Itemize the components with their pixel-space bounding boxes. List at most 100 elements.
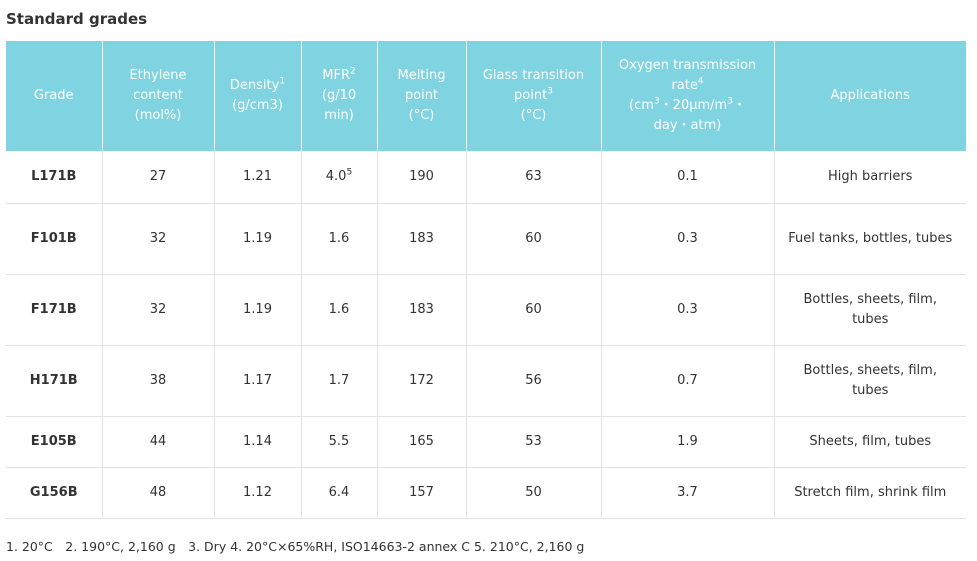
table-cell: 60	[465, 203, 601, 275]
table-row: E105B 44 1.14 5.5 165 53 1.9 Sheets, film, tube…	[6, 416, 966, 468]
table-cell: 157	[376, 467, 466, 519]
text: (°C)	[520, 108, 547, 123]
grade-cell: F101B	[6, 203, 102, 275]
table-cell: 48	[101, 467, 214, 519]
table-cell: 1.7	[300, 345, 377, 417]
header-line: (cm3・20μm/m3・	[606, 96, 770, 116]
text: (°C)	[408, 108, 435, 123]
table-cell: 1.19	[213, 274, 301, 346]
table-body: L171B 27 1.21 4.05 190 63 0.1 High barriers F101…	[6, 151, 966, 519]
header-line: (g/cm3)	[219, 96, 297, 116]
table-cell: 1.6	[300, 203, 377, 275]
grade-cell: G156B	[6, 467, 102, 519]
superscript: 3	[547, 86, 553, 97]
text: day・atm)	[653, 118, 722, 133]
table-cell: 1.6	[300, 274, 377, 346]
text: Applications	[830, 88, 910, 103]
header-line: (g/10	[306, 86, 373, 106]
header-line: rate4	[606, 76, 770, 96]
header-line: content	[107, 86, 210, 106]
header-line: Glass transition	[471, 66, 597, 86]
table-cell: Fuel tanks, bottles, tubes	[773, 203, 966, 275]
header-line: Grade	[10, 86, 98, 106]
table-cell: Sheets, film, tubes	[773, 416, 966, 468]
table-cell: Bottles, sheets, film, tubes	[773, 274, 966, 346]
table-cell: 0.3	[600, 203, 774, 275]
table-cell: 38	[101, 345, 214, 417]
section-title: Standard grades	[6, 10, 148, 28]
column-header: MFR2 (g/10 min)	[300, 41, 377, 151]
table-cell: 0.3	[600, 274, 774, 346]
table-cell: 1.17	[213, 345, 301, 417]
table-cell: 53	[465, 416, 601, 468]
text: (g/cm3)	[232, 98, 283, 113]
superscript: 3	[653, 96, 660, 107]
grade-cell: L171B	[6, 151, 102, 204]
table-row: H171B 38 1.17 1.7 172 56 0.7 Bottles, sheets, f…	[6, 345, 966, 417]
table-row: L171B 27 1.21 4.05 190 63 0.1 High barriers	[6, 151, 966, 204]
column-header: Oxygen transmission rate4 (cm3・20μm/m3・ day…	[600, 41, 774, 151]
text: MFR	[322, 68, 350, 83]
header-line: day・atm)	[606, 116, 770, 136]
column-header: Ethylene content (mol%)	[101, 41, 214, 151]
header-line: Ethylene	[107, 66, 210, 86]
text: min)	[324, 108, 354, 123]
table-cell: 1.12	[213, 467, 301, 519]
text: Melting	[397, 68, 446, 83]
grade-cell: H171B	[6, 345, 102, 417]
header-line: (°C)	[471, 106, 597, 126]
table-cell: 27	[101, 151, 214, 204]
table-cell: 1.21	[213, 151, 301, 204]
text: Oxygen transmission	[618, 58, 757, 73]
header-line: (°C)	[382, 106, 462, 126]
superscript: 2	[350, 66, 356, 77]
text: point	[514, 88, 548, 103]
table-cell: 4.05	[300, 151, 377, 204]
table-cell: 190	[376, 151, 466, 204]
text: ・20μm/m	[659, 98, 728, 113]
table-row: F171B 32 1.19 1.6 183 60 0.3 Bottles, sheets, f…	[6, 274, 966, 346]
text: Glass transition	[482, 68, 585, 83]
table-cell: 6.4	[300, 467, 377, 519]
table-cell: 32	[101, 274, 214, 346]
header-line: Density1	[219, 76, 297, 96]
text: ・	[732, 98, 746, 113]
table-row: G156B 48 1.12 6.4 157 50 3.7 Stretch film, shri…	[6, 467, 966, 519]
table-cell: 60	[465, 274, 601, 346]
table-cell: 5.5	[300, 416, 377, 468]
text: (mol%)	[134, 108, 182, 123]
text: rate	[671, 78, 698, 93]
table-cell: Stretch film, shrink film	[773, 467, 966, 519]
superscript: 4	[697, 76, 704, 87]
column-header: Glass transition point3 (°C)	[465, 41, 601, 151]
table-head: Grade Ethylene content (mol%) Density1 (g/cm3…	[6, 41, 966, 151]
column-header: Grade	[6, 41, 102, 151]
header-row: Grade Ethylene content (mol%) Density1 (g/cm3…	[6, 41, 966, 151]
column-header: Applications	[773, 41, 966, 151]
table-cell: 63	[465, 151, 601, 204]
header-line: min)	[306, 106, 373, 126]
header-line: point3	[471, 86, 597, 106]
table-cell: 56	[465, 345, 601, 417]
table-cell: High barriers	[773, 151, 966, 204]
table-cell: 0.1	[600, 151, 774, 204]
table-cell: 0.7	[600, 345, 774, 417]
text: (cm	[629, 98, 654, 113]
text: point	[404, 88, 439, 103]
column-header: Density1 (g/cm3)	[213, 41, 301, 151]
table-cell: 1.14	[213, 416, 301, 468]
header-line: Applications	[779, 86, 963, 106]
header-line: point	[382, 86, 462, 106]
superscript: 3	[727, 96, 733, 107]
table-cell: 183	[376, 274, 466, 346]
table-cell: 183	[376, 203, 466, 275]
grade-cell: E105B	[6, 416, 102, 468]
text: (g/10	[321, 88, 357, 103]
grade-cell: F171B	[6, 274, 102, 346]
table-cell: 1.19	[213, 203, 301, 275]
text: 4.0	[325, 168, 347, 184]
header-line: (mol%)	[107, 106, 210, 126]
column-header: Melting point (°C)	[376, 41, 466, 151]
